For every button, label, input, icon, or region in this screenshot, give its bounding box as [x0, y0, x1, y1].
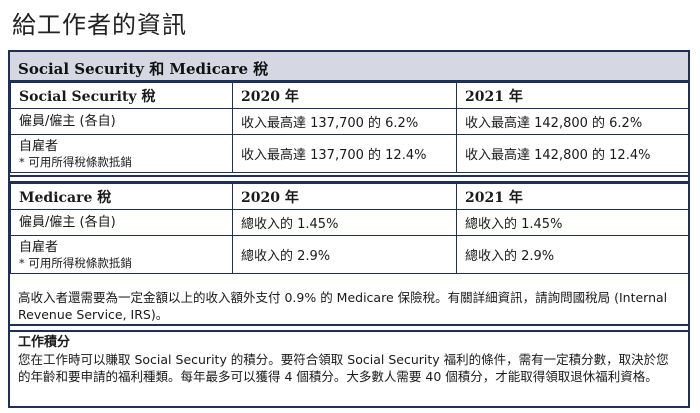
page-title: 給工作者的資訊 [12, 11, 187, 39]
column-header: 2021 年 [456, 82, 689, 109]
cell-2021: 總收入的 2.9% [456, 235, 689, 274]
row-label: 自雇者 * 可用所得稅條款抵銷 [10, 134, 233, 173]
tax-info-panel: Social Security 和 Medicare 稅 Social Secu… [8, 50, 690, 408]
column-header: 2020 年 [232, 82, 457, 109]
panel-banner: Social Security 和 Medicare 稅 [10, 52, 688, 82]
section-divider [10, 175, 688, 183]
row-sublabel: * 可用所得稅條款抵銷 [19, 255, 132, 270]
work-credits-section: 工作積分 您在工作時可以賺取 Social Security 的積分。要符合領取… [10, 330, 688, 406]
cell-2021: 收入最高達 142,800 的 6.2% [456, 108, 689, 135]
medicare-note: 高收入者還需要為一定金額以上的收入額外支付 0.9% 的 Medicare 保險… [10, 286, 688, 326]
work-credits-body: 您在工作時可以賺取 Social Security 的積分。要符合領取 Soci… [18, 352, 669, 384]
cell-2020: 總收入的 1.45% [232, 209, 457, 236]
cell-2021: 總收入的 1.45% [456, 209, 689, 236]
cell-2020: 收入最高達 137,700 的 6.2% [232, 108, 457, 135]
cell-2020: 收入最高達 137,700 的 12.4% [232, 134, 457, 173]
table-row: 自雇者 * 可用所得稅條款抵銷 總收入的 2.9% 總收入的 2.9% [10, 235, 689, 274]
row-label: 僱員/僱主 (各自) [10, 209, 233, 236]
social-security-table: Social Security 稅 2020 年 2021 年 僱員/僱主 (各… [10, 82, 689, 173]
table-row: 自雇者 * 可用所得稅條款抵銷 收入最高達 137,700 的 12.4% 收入… [10, 134, 689, 173]
table-row: 僱員/僱主 (各自) 收入最高達 137,700 的 6.2% 收入最高達 14… [10, 108, 689, 135]
table-header-row: Medicare 稅 2020 年 2021 年 [10, 183, 689, 210]
table-row: 僱員/僱主 (各自) 總收入的 1.45% 總收入的 1.45% [10, 209, 689, 236]
row-label: 自雇者 * 可用所得稅條款抵銷 [10, 235, 233, 274]
row-label: 僱員/僱主 (各自) [10, 108, 233, 135]
cell-2020: 總收入的 2.9% [232, 235, 457, 274]
column-header: Social Security 稅 [10, 82, 233, 109]
cell-2021: 收入最高達 142,800 的 12.4% [456, 134, 689, 173]
table-header-row: Social Security 稅 2020 年 2021 年 [10, 82, 689, 109]
column-header: 2020 年 [232, 183, 457, 210]
panel-banner-title: Social Security 和 Medicare 稅 [18, 60, 269, 78]
column-header: Medicare 稅 [10, 183, 233, 210]
medicare-table: Medicare 稅 2020 年 2021 年 僱員/僱主 (各自) 總收入的… [10, 183, 689, 274]
row-sublabel: * 可用所得稅條款抵銷 [19, 154, 132, 169]
column-header: 2021 年 [456, 183, 689, 210]
work-credits-heading: 工作積分 [18, 335, 71, 350]
